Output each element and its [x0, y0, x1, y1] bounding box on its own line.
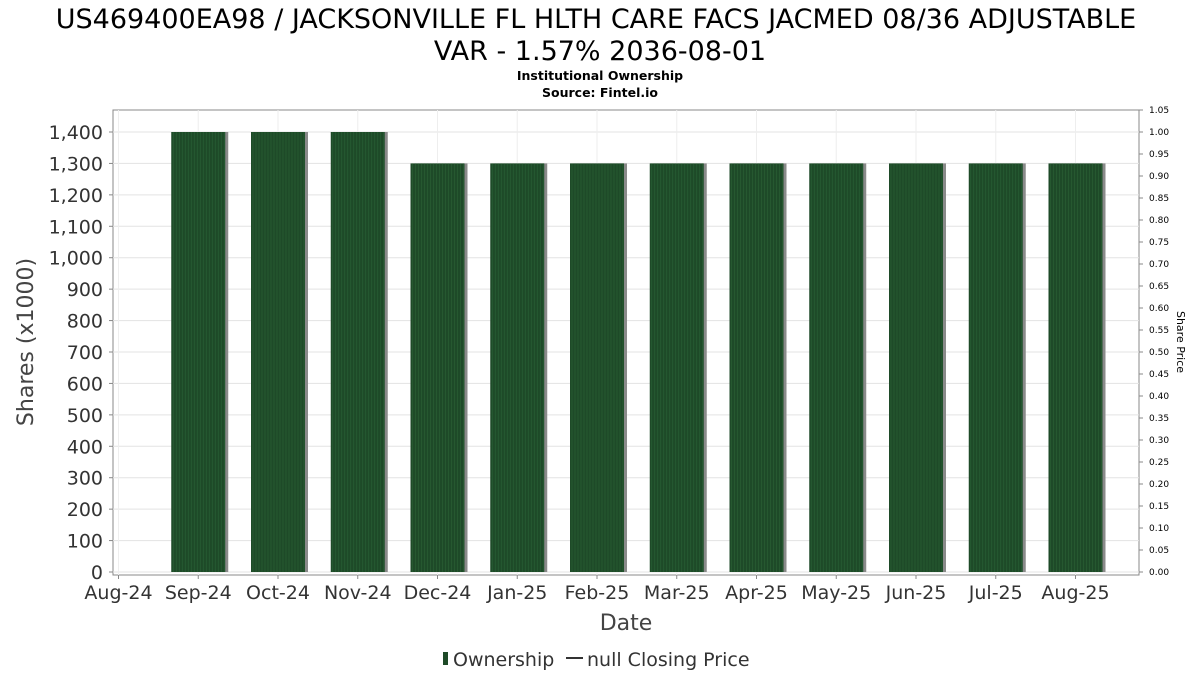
- x-axis-label: Date: [600, 611, 653, 636]
- y2-tick-label: 0.05: [1149, 546, 1169, 556]
- y2-tick-label: 0.00: [1149, 568, 1169, 578]
- y-tick-label: 100: [67, 531, 103, 553]
- legend: Ownership null Closing Price: [443, 649, 750, 671]
- y-axis: 0 100 200 300 400 500 600 700 800 900 1,000 1,100 1,…: [49, 122, 113, 584]
- y2-tick-label: 0.95: [1149, 150, 1169, 160]
- x-tick-label: Aug-24: [84, 582, 152, 604]
- y-tick-label: 800: [67, 311, 103, 333]
- x-tick-label: Mar-25: [644, 582, 710, 604]
- x-tick-label: Jun-25: [885, 582, 947, 604]
- y2-tick-label: 0.35: [1149, 414, 1169, 424]
- legend-price-label: null Closing Price: [587, 649, 750, 671]
- bar: [410, 163, 465, 572]
- y2-tick-label: 0.90: [1149, 172, 1169, 182]
- bar-Jun-25: [889, 163, 946, 572]
- y-tick-label: 1,100: [49, 216, 103, 238]
- y-tick-label: 1,200: [49, 185, 103, 207]
- y-tick-label: 500: [67, 405, 103, 427]
- y2-tick-label: 0.70: [1149, 260, 1169, 270]
- x-tick-label: Apr-25: [725, 582, 788, 604]
- y2-tick-label: 0.10: [1149, 524, 1169, 534]
- chart-source: Source: Fintel.io: [542, 85, 658, 100]
- bar: [1048, 163, 1103, 572]
- y-tick-label: 1,300: [49, 153, 103, 175]
- chart-title-line1: US469400EA98 / JACKSONVILLE FL HLTH CARE…: [56, 4, 1137, 35]
- bar: [570, 163, 624, 572]
- bar-Sep-24: [171, 132, 229, 572]
- bar: [330, 132, 385, 572]
- bars: [171, 132, 1106, 572]
- bar: [889, 163, 943, 572]
- y-tick-label: 900: [67, 279, 103, 301]
- y-tick-label: 400: [67, 436, 103, 458]
- chart-subtitle: Institutional Ownership: [517, 68, 683, 83]
- y-tick-label: 300: [67, 468, 103, 490]
- y-tick-label: 1,000: [49, 248, 103, 270]
- x-tick-label: Aug-25: [1041, 582, 1109, 604]
- y2-tick-label: 1.05: [1149, 106, 1169, 116]
- y2-tick-label: 0.60: [1149, 304, 1169, 314]
- bar-Aug-25: [1048, 163, 1106, 572]
- bar: [649, 163, 704, 572]
- bar-Jul-25: [968, 163, 1026, 572]
- bar: [490, 163, 545, 572]
- y2-tick-label: 0.85: [1149, 194, 1169, 204]
- y2-tick-label: 0.45: [1149, 370, 1169, 380]
- x-axis: Aug-24 Sep-24 Oct-24 Nov-24 Dec-24 Jan-25 Feb-…: [84, 575, 1110, 604]
- x-tick-label: Nov-24: [324, 582, 392, 604]
- x-tick-label: May-25: [801, 582, 871, 604]
- y-tick-label: 0: [91, 562, 103, 584]
- x-tick-label: Sep-24: [165, 582, 232, 604]
- y2-tick-label: 0.40: [1149, 392, 1169, 402]
- y-tick-label: 200: [67, 499, 103, 521]
- y2-axis-label: Share Price: [1174, 311, 1187, 373]
- bar-Apr-25: [729, 163, 787, 572]
- chart-title-line2: VAR - 1.57% 2036-08-01: [434, 36, 766, 67]
- bar-Feb-25: [570, 163, 627, 572]
- legend-ownership-swatch: [443, 652, 448, 665]
- bar: [968, 163, 1023, 572]
- y2-tick-label: 0.80: [1149, 216, 1169, 226]
- y2-tick-label: 0.55: [1149, 326, 1169, 336]
- y2-tick-label: 0.65: [1149, 282, 1169, 292]
- legend-ownership-label: Ownership: [453, 649, 554, 671]
- y2-tick-label: 1.00: [1149, 128, 1169, 138]
- bar: [809, 163, 864, 572]
- x-tick-label: Oct-24: [246, 582, 310, 604]
- bar-Mar-25: [649, 163, 707, 572]
- y-tick-label: 700: [67, 342, 103, 364]
- y2-tick-label: 0.20: [1149, 480, 1169, 490]
- bar: [729, 163, 784, 572]
- y2-tick-label: 0.30: [1149, 436, 1169, 446]
- y-tick-label: 1,400: [49, 122, 103, 144]
- y-axis-label: Shares (x1000): [14, 258, 39, 426]
- x-tick-label: Jan-25: [486, 582, 547, 604]
- y2-tick-label: 0.75: [1149, 238, 1169, 248]
- x-tick-label: Jul-25: [968, 582, 1023, 604]
- y2-tick-label: 0.15: [1149, 502, 1169, 512]
- bar-May-25: [809, 163, 867, 572]
- bar-Jan-25: [490, 163, 548, 572]
- x-tick-label: Feb-25: [565, 582, 630, 604]
- bar: [251, 132, 305, 572]
- bar-Dec-24: [410, 163, 468, 572]
- y2-tick-label: 0.50: [1149, 348, 1169, 358]
- bar-Nov-24: [330, 132, 388, 572]
- bar: [171, 132, 226, 572]
- bar-Oct-24: [251, 132, 308, 572]
- y2-axis: 0.00 0.05 0.10 0.15 0.20 0.25 0.30 0.35 0.40 0.45…: [1139, 106, 1169, 578]
- x-tick-label: Dec-24: [404, 582, 472, 604]
- y2-tick-label: 0.25: [1149, 458, 1169, 468]
- y-tick-label: 600: [67, 373, 103, 395]
